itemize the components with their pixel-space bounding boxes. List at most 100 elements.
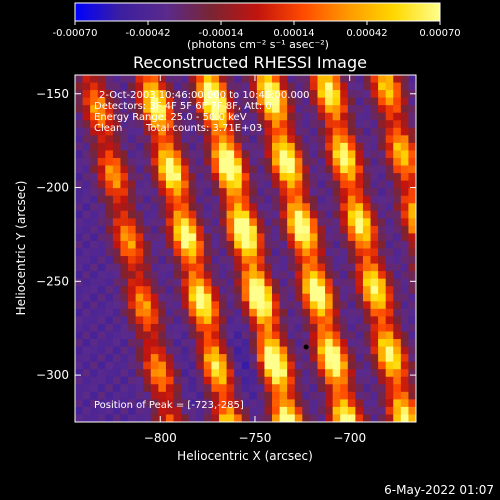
heatmap-cell [362, 361, 371, 370]
heatmap-cell [226, 316, 235, 325]
heatmap-cell [112, 233, 121, 242]
heatmap-cell [97, 203, 106, 212]
heatmap-cell [355, 316, 364, 325]
heatmap-cell [362, 406, 371, 415]
heatmap-cell [143, 293, 152, 302]
heatmap-cell [128, 286, 137, 295]
heatmap-cell [309, 323, 318, 332]
heatmap-cell [325, 120, 334, 129]
heatmap-cell [332, 97, 341, 106]
heatmap-cell [347, 248, 356, 257]
heatmap-cell [279, 75, 288, 83]
heatmap-cell [241, 361, 250, 370]
heatmap-cell [355, 225, 364, 234]
heatmap-cell [362, 316, 371, 325]
heatmap-cell [370, 112, 379, 121]
heatmap-cell [370, 384, 379, 393]
heatmap-cell [317, 97, 326, 106]
heatmap-cell [112, 248, 121, 257]
heatmap-cell [128, 90, 137, 99]
heatmap-cell [97, 263, 106, 272]
heatmap-cell [173, 286, 182, 295]
heatmap-cell [97, 195, 106, 204]
heatmap-cell [158, 127, 167, 136]
heatmap-cell [272, 248, 280, 257]
heatmap-cell [143, 263, 152, 272]
heatmap-cell [196, 354, 205, 363]
heatmap-cell [226, 354, 235, 363]
heatmap-cell [241, 105, 250, 114]
heatmap-cell [173, 301, 182, 310]
heatmap-cell [325, 406, 334, 415]
heatmap-cell [211, 339, 220, 347]
heatmap-cell [173, 391, 182, 400]
heatmap-cell [355, 157, 364, 166]
heatmap-cell [196, 225, 205, 234]
heatmap-cell [188, 278, 197, 287]
heatmap-cell [173, 376, 182, 385]
heatmap-cell [97, 127, 106, 136]
heatmap-cell [112, 210, 121, 219]
heatmap-cell [317, 127, 326, 136]
heatmap-cell [385, 233, 394, 242]
heatmap-cell [188, 75, 197, 83]
heatmap-cell [196, 97, 205, 106]
heatmap-cell [264, 414, 273, 422]
heatmap-cell [408, 256, 416, 264]
heatmap-cell [272, 157, 280, 166]
heatmap-cell [188, 173, 197, 182]
heatmap-cell [135, 361, 144, 370]
heatmap-cell [294, 105, 303, 114]
heatmap-cell [272, 346, 280, 355]
heatmap-cell [150, 120, 159, 129]
heatmap-cell [143, 354, 152, 363]
heatmap-cell [362, 263, 371, 272]
heatmap-cell [302, 323, 311, 332]
heatmap-cell [105, 120, 114, 129]
heatmap-cell [378, 112, 387, 121]
heatmap-cell [279, 165, 288, 174]
heatmap-cell [362, 339, 371, 347]
heatmap-cell [143, 278, 152, 287]
heatmap-cell [97, 323, 106, 332]
heatmap-cell [317, 361, 326, 370]
heatmap-cell [165, 346, 174, 355]
heatmap-cell [332, 90, 341, 99]
heatmap-cell [362, 120, 371, 129]
heatmap-cell [181, 142, 190, 151]
heatmap-cell [181, 225, 190, 234]
heatmap-cell [385, 75, 394, 83]
heatmap-cell [287, 150, 296, 159]
heatmap-cell [325, 323, 334, 332]
heatmap-cell [340, 286, 349, 295]
heatmap-cell [188, 127, 197, 136]
heatmap-cell [143, 157, 152, 166]
heatmap-cell [211, 203, 220, 212]
heatmap-cell [181, 331, 190, 340]
heatmap-cell [97, 293, 106, 302]
heatmap-cell [256, 263, 265, 272]
heatmap-cell [196, 384, 205, 393]
heatmap-cell [370, 414, 379, 422]
heatmap-cell [264, 271, 273, 280]
heatmap-cell [112, 240, 121, 249]
heatmap-cell [355, 323, 364, 332]
heatmap-cell [370, 180, 379, 189]
heatmap-cell [181, 195, 190, 204]
heatmap-cell [234, 271, 243, 280]
heatmap-cell [105, 346, 114, 355]
heatmap-cell [332, 271, 341, 280]
heatmap-cell [218, 135, 227, 144]
heatmap-cell [241, 218, 250, 227]
heatmap-cell [385, 218, 394, 227]
heatmap-cell [408, 233, 416, 242]
heatmap-cell [272, 75, 280, 83]
heatmap-cell [75, 308, 83, 317]
heatmap-cell [272, 323, 280, 332]
heatmap-cell [347, 210, 356, 219]
heatmap-cell [340, 82, 349, 91]
heatmap-cell [75, 256, 83, 264]
heatmap-cell [355, 376, 364, 385]
heatmap-cell [332, 180, 341, 189]
heatmap-cell [287, 384, 296, 393]
